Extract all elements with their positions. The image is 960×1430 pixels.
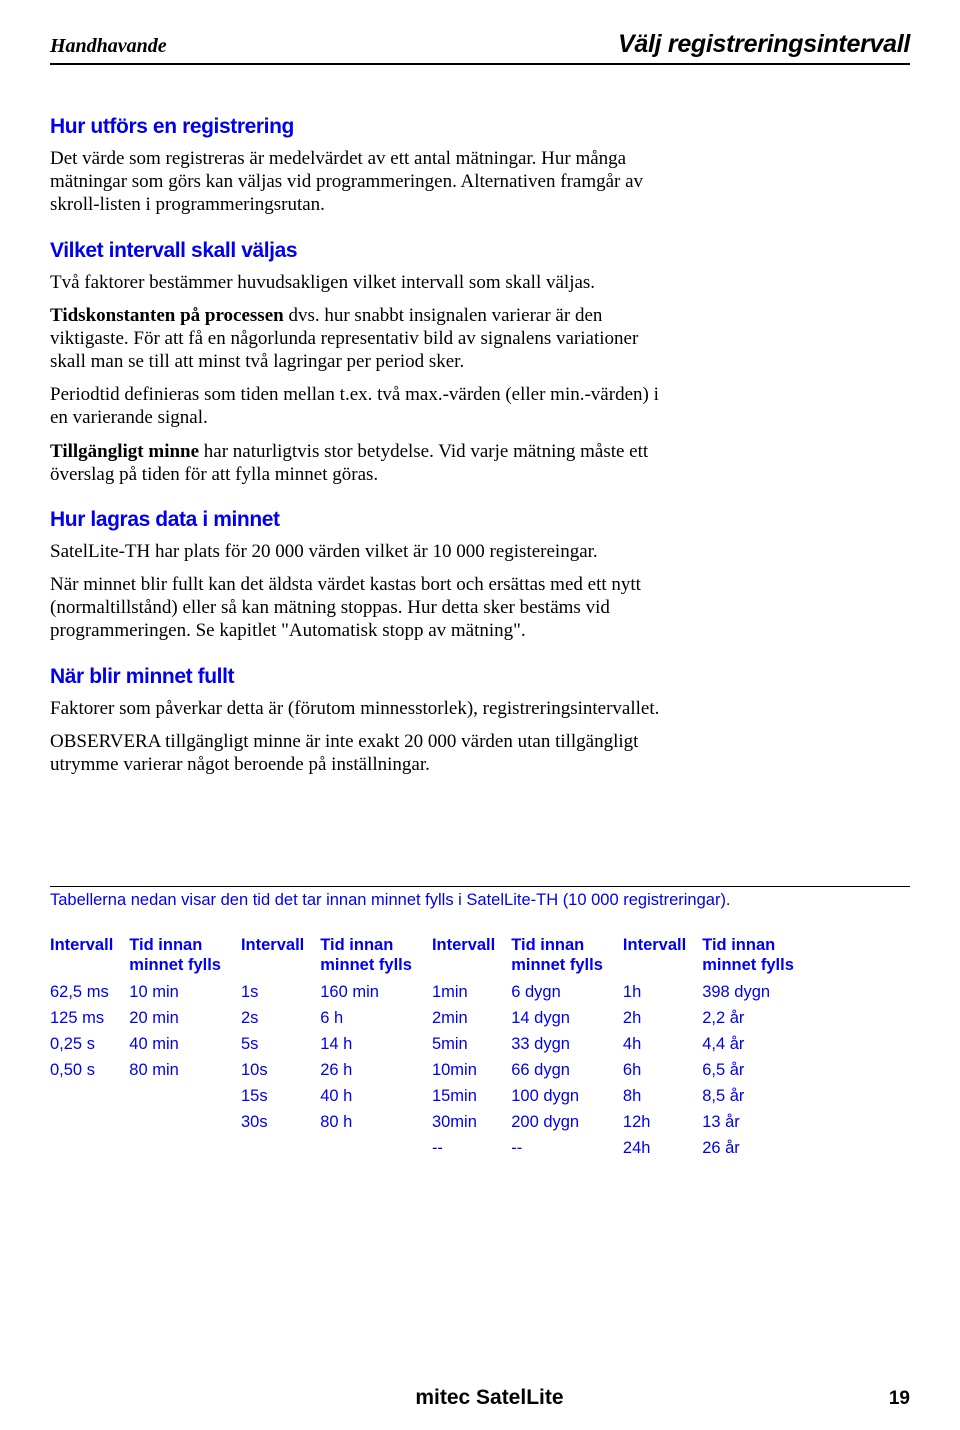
paragraph: Två faktorer bestämmer huvudsakligen vil… — [50, 271, 670, 294]
page-footer: mitec SatelLite 19 — [50, 1386, 910, 1410]
table-cell: 160 min — [320, 983, 412, 1002]
bold-text: Tillgängligt minne — [50, 441, 199, 462]
interval-table: Intervall Tid innanminnet fylls 1h 398 dygn… — [623, 936, 794, 1158]
tables-container: Intervall Tid innanminnet fylls 62,5 ms 10 … — [50, 936, 910, 1158]
header-left: Handhavande — [50, 35, 167, 58]
table-cell: 20 min — [129, 1009, 221, 1028]
table-cell: 26 h — [320, 1061, 412, 1080]
table-cell: 2min — [432, 1009, 495, 1028]
table-cell: 200 dygn — [511, 1113, 603, 1132]
footer-brand: mitec SatelLite — [415, 1386, 563, 1410]
section-heading: När blir minnet fullt — [50, 665, 670, 689]
table-cell: 10min — [432, 1061, 495, 1080]
table-cell: 8,5 år — [702, 1087, 794, 1106]
interval-table: Intervall Tid innanminnet fylls 1s 160 min 2… — [241, 936, 412, 1158]
table-cell: 40 h — [320, 1087, 412, 1106]
section-heading: Hur utförs en registrering — [50, 115, 670, 139]
table-cell: 1s — [241, 983, 304, 1002]
section-heading: Hur lagras data i minnet — [50, 508, 670, 532]
table-cell: 1h — [623, 983, 686, 1002]
table-cell: 6 h — [320, 1009, 412, 1028]
table-caption: Tabellerna nedan visar den tid det tar i… — [50, 891, 910, 910]
table-cell: 15min — [432, 1087, 495, 1106]
paragraph: Tillgängligt minne har naturligtvis stor… — [50, 440, 670, 486]
table-cell: -- — [432, 1139, 495, 1158]
table-header: Tid innanminnet fylls — [129, 936, 221, 976]
paragraph: Periodtid definieras som tiden mellan t.… — [50, 383, 670, 429]
table-cell: 12h — [623, 1113, 686, 1132]
table-cell: 8h — [623, 1087, 686, 1106]
paragraph: När minnet blir fullt kan det äldsta vär… — [50, 573, 670, 643]
table-cell: 0,50 s — [50, 1061, 113, 1080]
table-cell: 14 dygn — [511, 1009, 603, 1028]
paragraph: SatelLite-TH har plats för 20 000 värden… — [50, 540, 670, 563]
table-cell: 62,5 ms — [50, 983, 113, 1002]
table-cell: 5s — [241, 1035, 304, 1054]
table-cell: 66 dygn — [511, 1061, 603, 1080]
table-cell: 30min — [432, 1113, 495, 1132]
table-cell: 6 dygn — [511, 983, 603, 1002]
table-cell: 6,5 år — [702, 1061, 794, 1080]
table-cell: 26 år — [702, 1139, 794, 1158]
table-cell: 30s — [241, 1113, 304, 1132]
table-cell: 15s — [241, 1087, 304, 1106]
table-header: Tid innanminnet fylls — [511, 936, 603, 976]
table-cell: 80 min — [129, 1061, 221, 1080]
header-right: Välj registreringsintervall — [618, 30, 910, 59]
table-cell: 10s — [241, 1061, 304, 1080]
table-cell: -- — [511, 1139, 603, 1158]
page-header: Handhavande Välj registreringsintervall — [50, 30, 910, 65]
table-cell: 4h — [623, 1035, 686, 1054]
paragraph: Tidskonstanten på processen dvs. hur sna… — [50, 304, 670, 374]
interval-table: Intervall Tid innanminnet fylls 1min 6 dygn… — [432, 936, 603, 1158]
table-cell: 2h — [623, 1009, 686, 1028]
table-header: Intervall — [50, 936, 113, 976]
paragraph: Faktorer som påverkar detta är (förutom … — [50, 697, 670, 720]
table-header: Intervall — [623, 936, 686, 976]
table-cell: 2,2 år — [702, 1009, 794, 1028]
table-cell: 40 min — [129, 1035, 221, 1054]
table-cell: 33 dygn — [511, 1035, 603, 1054]
paragraph: Det värde som registreras är medelvärdet… — [50, 147, 670, 217]
table-header: Intervall — [432, 936, 495, 976]
table-cell: 14 h — [320, 1035, 412, 1054]
section-heading: Vilket intervall skall väljas — [50, 239, 670, 263]
table-cell: 398 dygn — [702, 983, 794, 1002]
table-cell: 24h — [623, 1139, 686, 1158]
table-cell: 10 min — [129, 983, 221, 1002]
table-cell: 80 h — [320, 1113, 412, 1132]
table-cell: 6h — [623, 1061, 686, 1080]
table-cell: 4,4 år — [702, 1035, 794, 1054]
footer-page-number: 19 — [889, 1388, 910, 1410]
main-content: Hur utförs en registrering Det värde som… — [50, 115, 670, 776]
table-cell: 100 dygn — [511, 1087, 603, 1106]
table-cell: 0,25 s — [50, 1035, 113, 1054]
interval-table: Intervall Tid innanminnet fylls 62,5 ms 10 … — [50, 936, 221, 1158]
bold-text: Tidskonstanten på processen — [50, 305, 284, 326]
table-header: Tid innanminnet fylls — [702, 936, 794, 976]
table-cell: 2s — [241, 1009, 304, 1028]
table-cell: 5min — [432, 1035, 495, 1054]
paragraph: OBSERVERA tillgängligt minne är inte exa… — [50, 730, 670, 776]
table-header: Intervall — [241, 936, 304, 976]
table-header: Tid innanminnet fylls — [320, 936, 412, 976]
table-cell: 1min — [432, 983, 495, 1002]
table-cell: 13 år — [702, 1113, 794, 1132]
table-cell: 125 ms — [50, 1009, 113, 1028]
